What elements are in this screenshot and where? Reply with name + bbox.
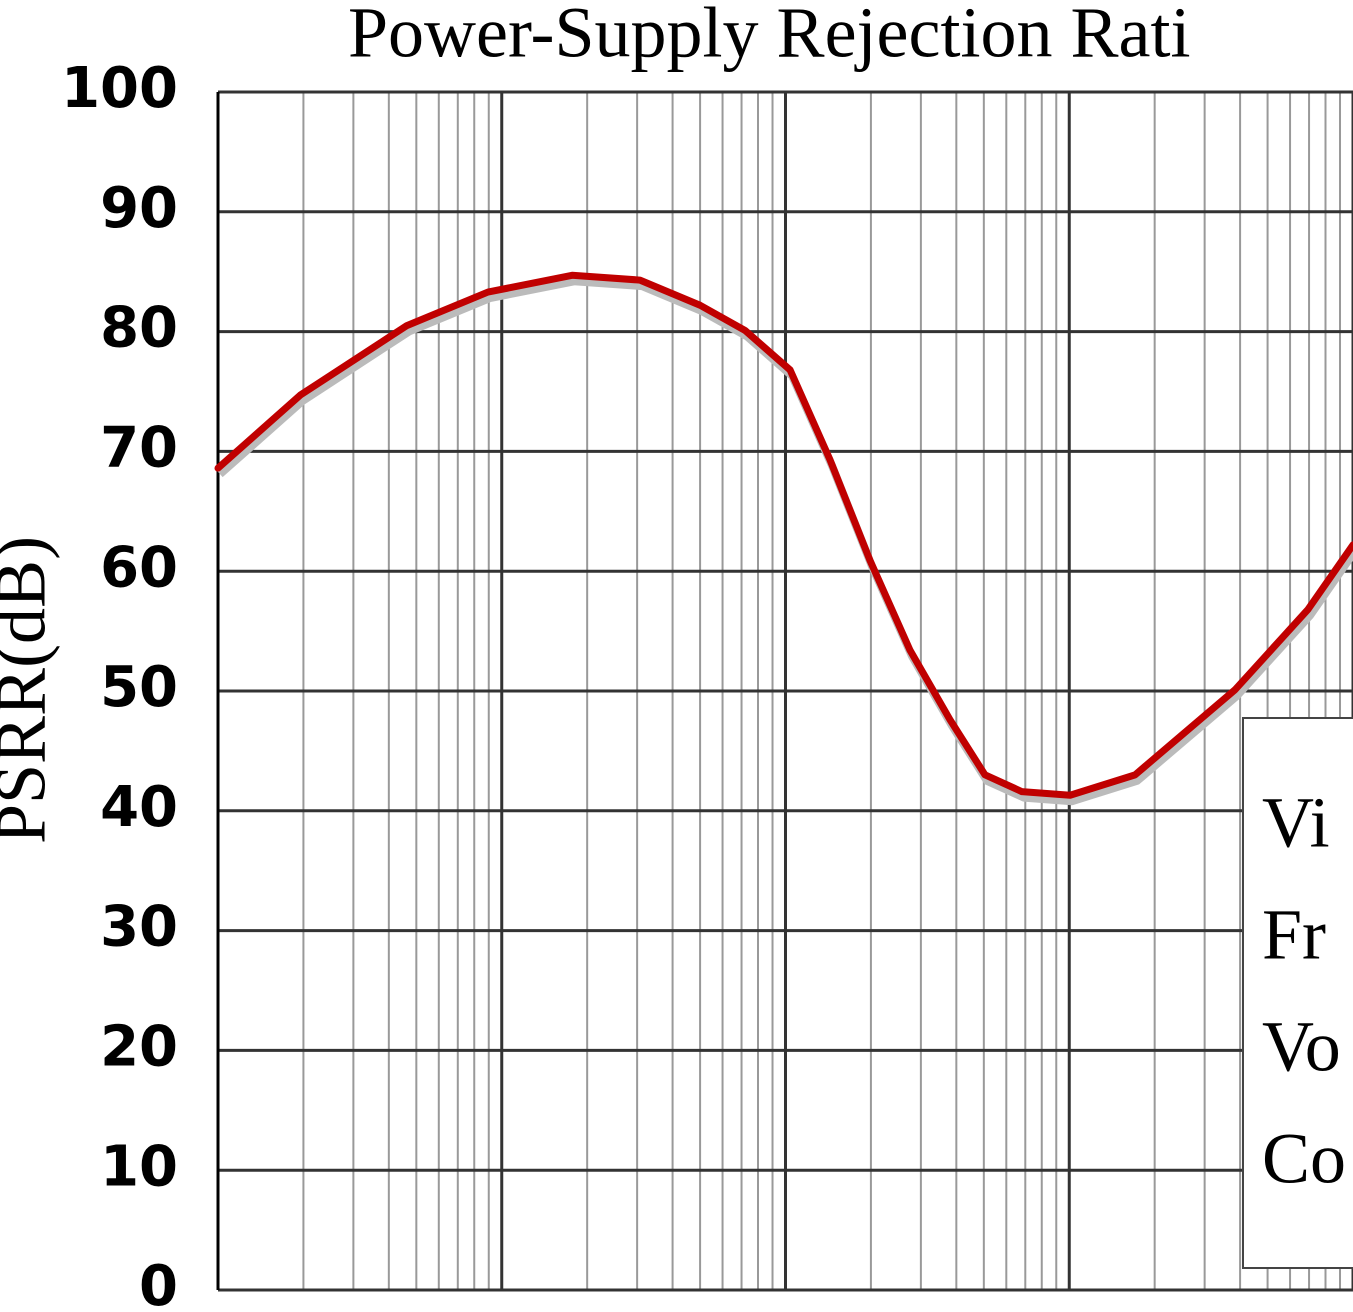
y-axis-label: PSRR(dB): [0, 536, 61, 844]
y-tick-label: 20: [100, 1015, 178, 1080]
y-tick-label: 0: [139, 1254, 178, 1312]
legend-text: Vo: [1262, 1007, 1341, 1087]
y-tick-label: 10: [100, 1134, 178, 1199]
legend-box: [1242, 717, 1353, 1269]
legend-text: Vi: [1262, 783, 1330, 863]
y-tick-label: 80: [100, 296, 178, 361]
y-tick-label: 40: [100, 775, 178, 840]
legend-text: Co: [1262, 1119, 1346, 1199]
chart-title: Power-Supply Rejection Rati: [348, 0, 1190, 73]
y-tick-label: 50: [100, 655, 178, 720]
y-tick-label: 70: [100, 416, 178, 481]
y-tick-label: 60: [100, 535, 178, 600]
y-tick-label: 100: [61, 56, 178, 121]
legend: Vi Fr Vo Co: [1242, 717, 1353, 1269]
y-tick-label: 30: [100, 895, 178, 960]
legend-text: Fr: [1262, 895, 1326, 975]
series-line: [214, 271, 1353, 799]
y-tick-label: 90: [100, 176, 178, 241]
